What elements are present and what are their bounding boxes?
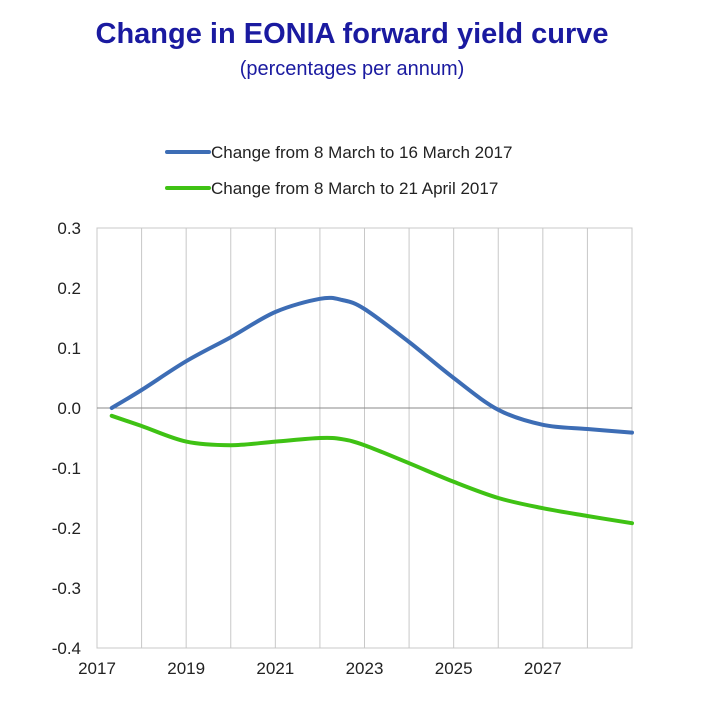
legend-label-1: Change from 8 March to 16 March 2017 xyxy=(211,143,512,162)
x-tick-label: 2019 xyxy=(167,659,205,678)
y-tick-label: 0.0 xyxy=(57,399,81,418)
y-tick-label: -0.2 xyxy=(52,519,81,538)
legend: Change from 8 March to 16 March 2017 Chan… xyxy=(165,143,512,198)
y-tick-label: 0.2 xyxy=(57,279,81,298)
x-tick-label: 2017 xyxy=(78,659,116,678)
series-group xyxy=(109,295,634,526)
series-line-1 xyxy=(109,295,634,435)
y-tick-label: -0.1 xyxy=(52,459,81,478)
chart-subtitle: (percentages per annum) xyxy=(239,58,465,80)
legend-label-2: Change from 8 March to 21 April 2017 xyxy=(211,179,498,198)
y-tick-label: -0.3 xyxy=(52,579,81,598)
x-tick-label: 2021 xyxy=(256,659,294,678)
x-tick-label: 2025 xyxy=(435,659,473,678)
chart-title: Change in EONIA forward yield curve xyxy=(95,18,609,50)
y-tick-label: 0.3 xyxy=(57,219,81,238)
series-line-2 xyxy=(109,413,634,526)
y-tick-label: -0.4 xyxy=(52,639,81,658)
x-tick-label: 2027 xyxy=(524,659,562,678)
y-tick-label: 0.1 xyxy=(57,339,81,358)
x-tick-label: 2023 xyxy=(346,659,384,678)
